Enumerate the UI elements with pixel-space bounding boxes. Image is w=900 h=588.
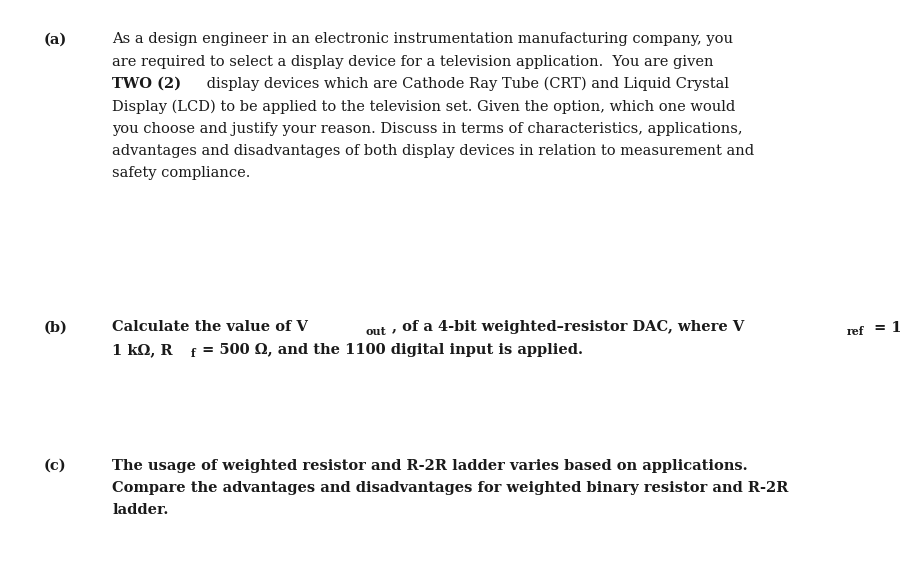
Text: (b): (b) — [43, 320, 68, 335]
Text: (a): (a) — [43, 32, 67, 46]
Text: 1 kΩ, R: 1 kΩ, R — [112, 343, 173, 357]
Text: = 500 Ω, and the 1100 digital input is applied.: = 500 Ω, and the 1100 digital input is a… — [197, 343, 582, 357]
Text: advantages and disadvantages of both display devices in relation to measurement : advantages and disadvantages of both dis… — [112, 144, 754, 158]
Text: = 10  V, R =: = 10 V, R = — [869, 320, 900, 335]
Text: Compare the advantages and disadvantages for weighted binary resistor and R-2R: Compare the advantages and disadvantages… — [112, 481, 789, 495]
Text: ref: ref — [847, 326, 864, 337]
Text: TWO (2): TWO (2) — [112, 77, 182, 91]
Text: are required to select a display device for a television application.  You are g: are required to select a display device … — [112, 55, 714, 69]
Text: As a design engineer in an electronic instrumentation manufacturing company, you: As a design engineer in an electronic in… — [112, 32, 734, 46]
Text: you choose and justify your reason. Discuss in terms of characteristics, applica: you choose and justify your reason. Disc… — [112, 122, 743, 136]
Text: safety compliance.: safety compliance. — [112, 166, 251, 181]
Text: display devices which are Cathode Ray Tube (CRT) and Liquid Crystal: display devices which are Cathode Ray Tu… — [202, 77, 729, 91]
Text: ladder.: ladder. — [112, 503, 169, 517]
Text: The usage of weighted resistor and R-2R ladder varies based on applications.: The usage of weighted resistor and R-2R … — [112, 459, 748, 473]
Text: , of a 4-bit weighted–resistor DAC, where V: , of a 4-bit weighted–resistor DAC, wher… — [392, 320, 744, 335]
Text: Display (LCD) to be applied to the television set. Given the option, which one w: Display (LCD) to be applied to the telev… — [112, 99, 736, 113]
Text: (c): (c) — [43, 459, 66, 473]
Text: Calculate the value of V: Calculate the value of V — [112, 320, 309, 335]
Text: f: f — [191, 348, 195, 359]
Text: out: out — [365, 326, 386, 337]
